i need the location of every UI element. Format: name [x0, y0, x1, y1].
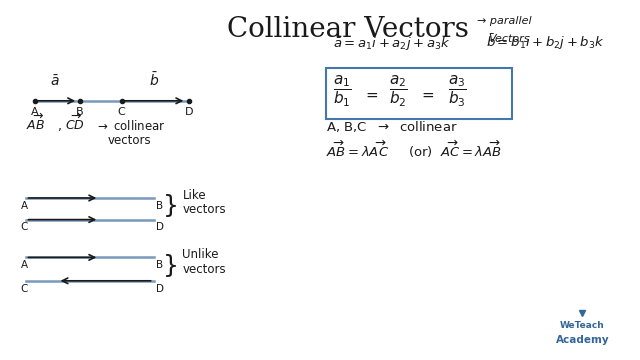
Text: D: D [184, 107, 193, 117]
Text: vectors: vectors [182, 263, 226, 276]
Text: }: } [163, 194, 179, 218]
Text: $\dfrac{a_1}{b_1}$: $\dfrac{a_1}{b_1}$ [333, 74, 352, 109]
Text: $\dfrac{a_2}{b_2}$: $\dfrac{a_2}{b_2}$ [389, 74, 408, 109]
Text: D: D [156, 222, 164, 233]
Text: → parallel: → parallel [477, 16, 531, 26]
Text: $\bar{b}$: $\bar{b}$ [148, 72, 159, 89]
Text: }: } [163, 255, 179, 278]
Text: $\rightarrow$ collinear: $\rightarrow$ collinear [95, 118, 165, 132]
Text: C: C [20, 284, 28, 294]
Text: WeTeach: WeTeach [560, 321, 605, 330]
Text: $\bar{b} = b_1i + b_2j + b_3k$: $\bar{b} = b_1i + b_2j + b_3k$ [486, 32, 605, 52]
Text: B: B [76, 107, 84, 117]
Text: Collinear Vectors: Collinear Vectors [227, 16, 469, 43]
Text: vectors: vectors [182, 203, 226, 216]
Text: D: D [156, 284, 164, 294]
Text: $=$: $=$ [363, 87, 380, 102]
Text: $\overrightarrow{CD}$: $\overrightarrow{CD}$ [65, 112, 85, 132]
Text: A: A [31, 107, 39, 117]
Text: $\overrightarrow{AB}$: $\overrightarrow{AB}$ [26, 112, 45, 132]
Bar [326, 68, 512, 119]
Text: $\overrightarrow{AB} = \lambda\overrightarrow{AC}$: $\overrightarrow{AB} = \lambda\overright… [326, 139, 390, 159]
Text: C: C [20, 222, 28, 233]
Text: $=$: $=$ [419, 87, 436, 102]
Text: $\bar{a} = a_1i + a_2j + a_3k$: $\bar{a} = a_1i + a_2j + a_3k$ [333, 35, 451, 52]
Text: $\bar{a}$: $\bar{a}$ [50, 75, 59, 89]
Text: B: B [156, 260, 163, 270]
Text: (or)  $\overrightarrow{AC} = \lambda\overrightarrow{AB}$: (or) $\overrightarrow{AC} = \lambda\over… [408, 138, 502, 159]
Text: C: C [118, 107, 125, 117]
Text: Academy: Academy [556, 335, 609, 345]
Text: A: A [20, 201, 28, 211]
Text: Unlike: Unlike [182, 248, 219, 261]
Text: Vectors: Vectors [488, 34, 529, 44]
Text: A: A [20, 260, 28, 270]
Text: A, B,C  $\rightarrow$  collinear: A, B,C $\rightarrow$ collinear [326, 120, 458, 134]
Text: ,: , [58, 120, 61, 132]
Text: Like: Like [182, 189, 206, 202]
Text: B: B [156, 201, 163, 211]
Text: $\dfrac{a_3}{b_3}$: $\dfrac{a_3}{b_3}$ [448, 74, 467, 109]
Text: vectors: vectors [108, 134, 151, 147]
